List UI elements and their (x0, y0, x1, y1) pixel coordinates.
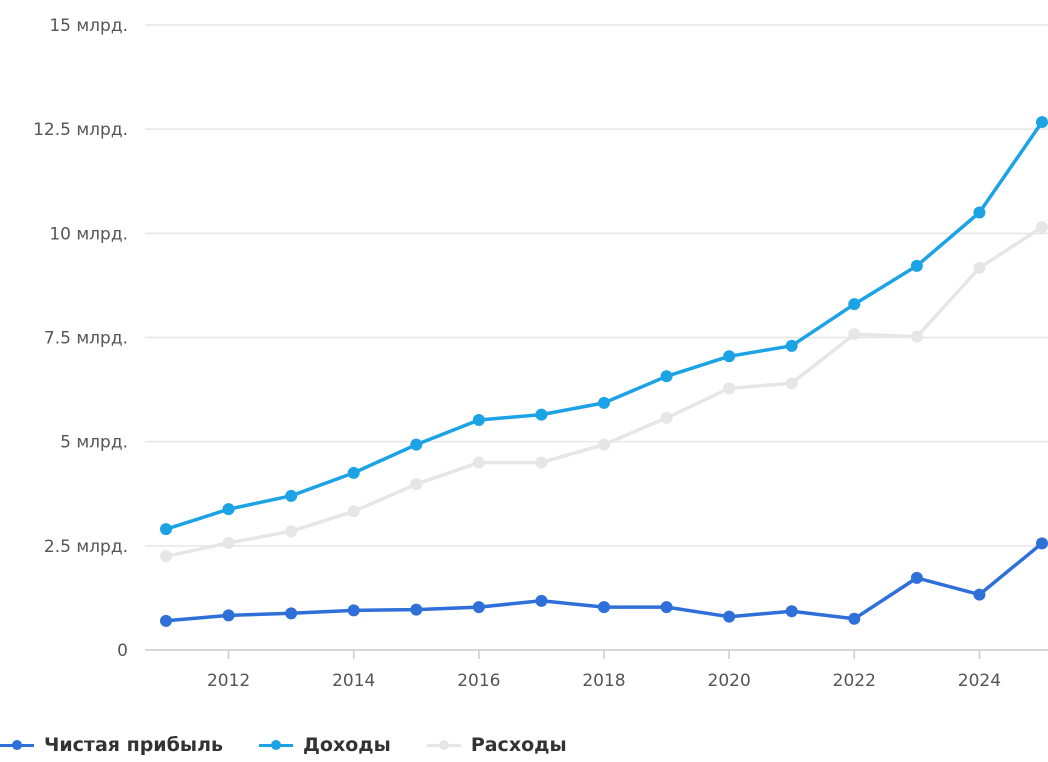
data-point (347, 505, 360, 518)
data-point (910, 330, 923, 343)
data-point (1036, 116, 1048, 129)
legend-item[interactable]: Чистая прибыль (0, 734, 223, 756)
data-point (472, 414, 485, 426)
legend-item[interactable]: Доходы (259, 734, 391, 756)
data-point (910, 571, 923, 584)
data-point (285, 489, 298, 502)
data-point (973, 261, 986, 274)
data-point (410, 438, 423, 451)
x-tick-label: 2022 (833, 671, 876, 691)
data-point (973, 588, 986, 601)
legend-swatch-icon (426, 738, 461, 752)
data-point (723, 350, 736, 363)
data-point (535, 594, 548, 607)
data-point (160, 550, 172, 563)
legend-label: Доходы (303, 734, 391, 756)
data-point (723, 610, 736, 623)
y-tick-label: 15 млрд. (49, 16, 128, 36)
x-tick-label: 2012 (207, 671, 250, 691)
y-tick-label: 10 млрд. (49, 224, 128, 244)
data-point (973, 206, 986, 219)
y-tick-label: 0 (117, 641, 128, 661)
y-tick-label: 12.5 млрд. (33, 120, 128, 140)
legend-swatch-icon (0, 738, 34, 752)
data-point (160, 614, 172, 627)
data-point (660, 601, 673, 614)
data-point (910, 259, 923, 272)
data-point (472, 456, 485, 469)
data-point (410, 603, 423, 616)
data-point (660, 411, 673, 424)
data-point (723, 382, 736, 395)
chart-legend: Чистая прибыль Доходы Расходы (0, 728, 603, 762)
line-chart: 0 2.5 млрд. 5 млрд. 7.5 млрд. 10 млрд. 12.5 м… (33, 16, 1048, 691)
data-point (535, 456, 548, 469)
x-tick-label: 2016 (457, 671, 500, 691)
data-point (472, 601, 485, 614)
data-point (1036, 221, 1048, 234)
data-point (222, 609, 235, 622)
data-point (285, 607, 298, 620)
legend-item[interactable]: Расходы (426, 734, 567, 756)
data-point (347, 604, 360, 617)
data-point (347, 466, 360, 479)
data-point (535, 408, 548, 421)
data-point (848, 298, 861, 311)
data-point (160, 523, 172, 536)
data-point (785, 377, 798, 390)
y-tick-label: 5 млрд. (60, 433, 128, 453)
data-point (785, 339, 798, 352)
data-point (785, 605, 798, 618)
data-point (848, 328, 861, 341)
x-tick-label: 2024 (958, 671, 1001, 691)
data-point (222, 503, 235, 516)
y-tick-label: 2.5 млрд. (44, 537, 128, 557)
data-point (285, 525, 298, 538)
data-point (660, 370, 673, 383)
legend-label: Расходы (470, 734, 567, 756)
data-point (1036, 537, 1048, 550)
data-point (598, 601, 610, 614)
x-tick-label: 2018 (582, 671, 625, 691)
x-tick-label: 2020 (708, 671, 751, 691)
y-tick-label: 7.5 млрд. (44, 329, 128, 349)
series-line (164, 120, 1044, 531)
data-point (598, 438, 610, 451)
data-point (598, 396, 610, 409)
legend-label: Чистая прибыль (44, 734, 223, 756)
x-tick-label: 2014 (332, 671, 375, 691)
data-point (410, 478, 423, 491)
data-point (222, 536, 235, 549)
data-point (848, 612, 861, 625)
legend-swatch-icon (259, 738, 293, 752)
series-line (164, 225, 1044, 559)
